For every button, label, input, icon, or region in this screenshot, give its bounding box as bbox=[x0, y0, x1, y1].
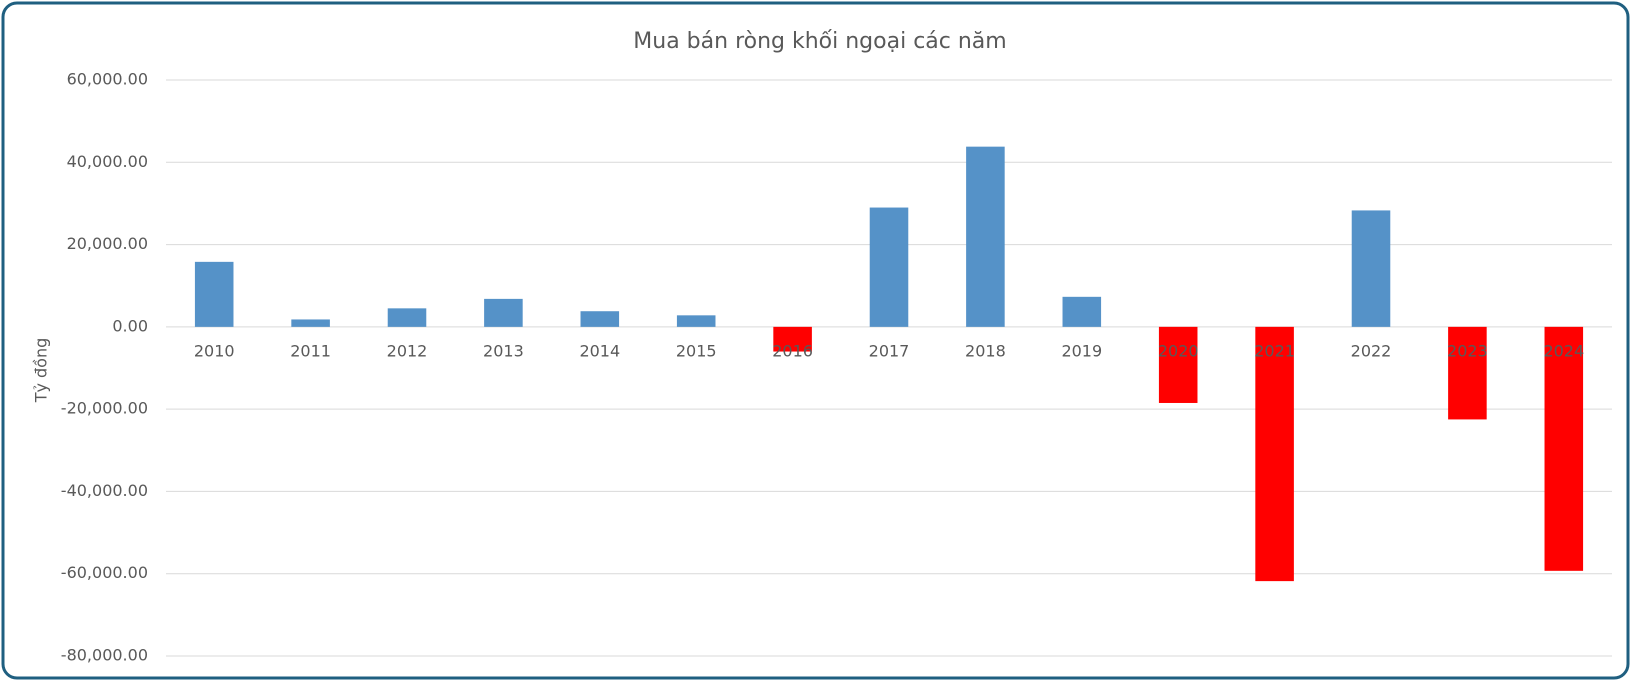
bar bbox=[387, 308, 427, 327]
y-tick-label: -20,000.00 bbox=[61, 399, 148, 418]
bar bbox=[1158, 326, 1198, 403]
chart-title: Mua bán ròng khối ngoại các năm bbox=[633, 29, 1006, 54]
x-tick-label: 2016 bbox=[772, 341, 813, 360]
x-tick-label: 2015 bbox=[676, 341, 717, 360]
x-tick-label: 2019 bbox=[1061, 341, 1102, 360]
bar bbox=[1255, 326, 1294, 582]
x-tick-label: 2010 bbox=[194, 341, 235, 360]
bar bbox=[1544, 326, 1584, 571]
bar bbox=[484, 298, 523, 327]
y-tick-label: -80,000.00 bbox=[61, 646, 148, 665]
bar bbox=[291, 319, 330, 327]
x-tick-label: 2012 bbox=[387, 341, 428, 360]
bar bbox=[194, 261, 234, 327]
x-tick-label: 2022 bbox=[1351, 341, 1392, 360]
x-tick-label: 2013 bbox=[483, 341, 524, 360]
y-tick-label: 20,000.00 bbox=[67, 234, 148, 253]
bar bbox=[1351, 210, 1391, 327]
y-tick-label: 60,000.00 bbox=[67, 70, 148, 89]
bar bbox=[1062, 296, 1102, 327]
x-tick-label: 2017 bbox=[869, 341, 910, 360]
y-axis-label: Tỷ đồng bbox=[32, 338, 51, 404]
y-tick-label: -40,000.00 bbox=[61, 481, 148, 500]
x-tick-label: 2020 bbox=[1158, 341, 1199, 360]
y-tick-label: 40,000.00 bbox=[67, 152, 148, 171]
y-tick-label: 0.00 bbox=[112, 316, 148, 335]
x-tick-label: 2014 bbox=[579, 341, 620, 360]
bar bbox=[966, 146, 1005, 327]
x-tick-label: 2011 bbox=[290, 341, 331, 360]
bar bbox=[869, 207, 909, 327]
x-tick-label: 2023 bbox=[1447, 341, 1488, 360]
bar bbox=[773, 326, 812, 352]
bar bbox=[580, 311, 620, 327]
y-tick-label: -60,000.00 bbox=[61, 563, 148, 582]
x-tick-label: 2018 bbox=[965, 341, 1006, 360]
x-tick-label: 2024 bbox=[1543, 341, 1584, 360]
x-tick-label: 2021 bbox=[1254, 341, 1295, 360]
bar bbox=[676, 315, 716, 327]
bar bbox=[1448, 326, 1487, 420]
